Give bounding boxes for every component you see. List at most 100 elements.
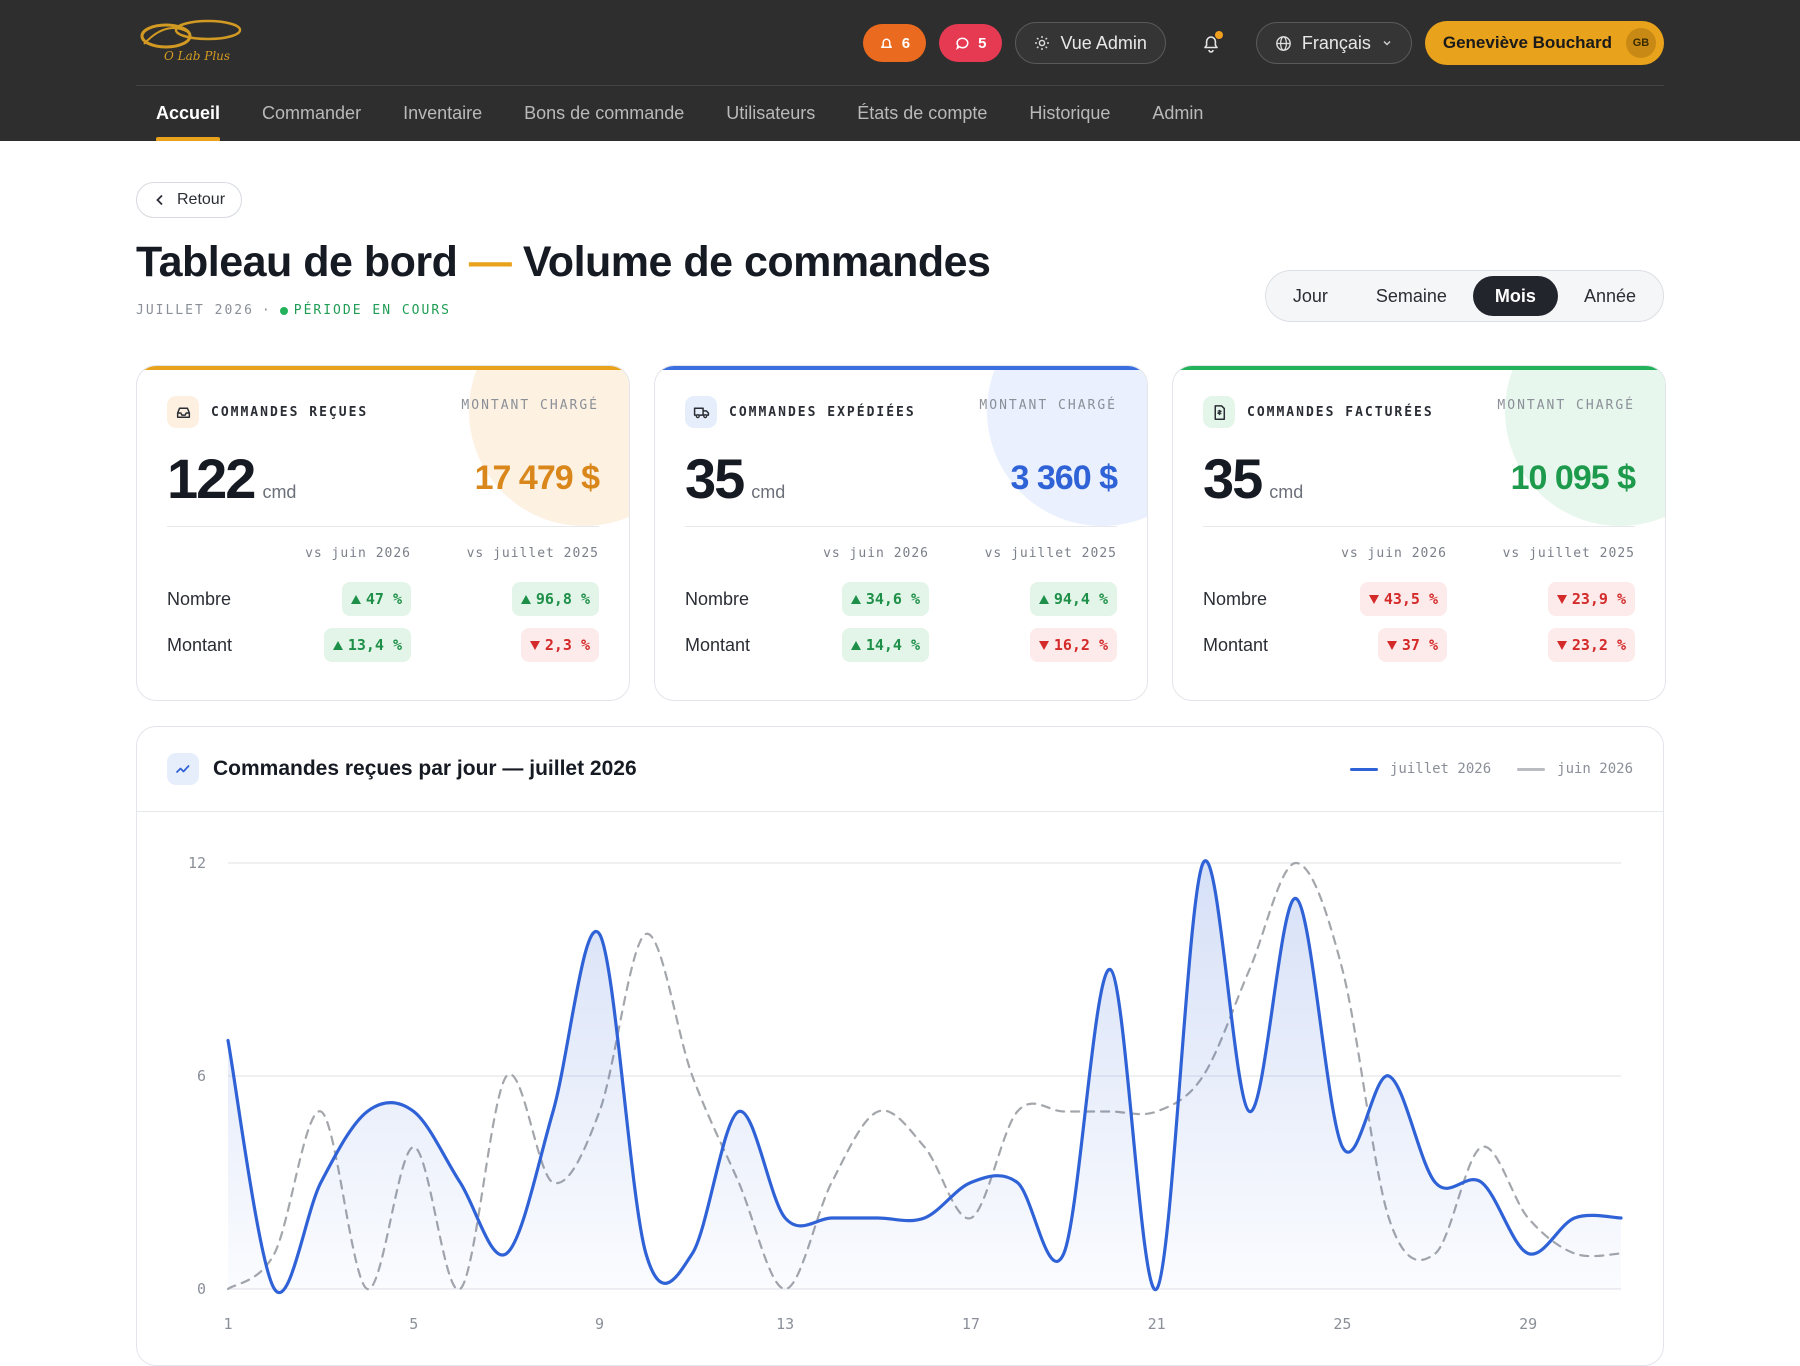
x-tick-label: 29 (1519, 1315, 1537, 1333)
vs-month-value: 47 % (365, 590, 402, 608)
order-count: 35 cmd (1203, 446, 1303, 511)
compare-year-header: vs juillet 2025 (466, 546, 599, 561)
legend-label-previous: juin 2026 (1557, 761, 1633, 777)
vs-year-value: 96,8 % (535, 590, 590, 608)
messages-badge[interactable]: 5 (939, 24, 1003, 62)
arrow-up-icon (520, 594, 531, 604)
data-point-juillet-2026 (828, 1215, 835, 1222)
arrow-up-icon (332, 640, 343, 650)
amount-value: 3 360 $ (1010, 459, 1118, 497)
data-point-juin-2026 (1292, 860, 1299, 867)
data-point-juillet-2026 (317, 1179, 324, 1186)
vs-month-value: 13,4 % (347, 636, 402, 654)
segment-jour[interactable]: Jour (1292, 285, 1328, 306)
alerts-count: 6 (901, 34, 911, 52)
card-glow (987, 366, 1147, 526)
nav-item-bons-de-commande[interactable]: Bons de commande (524, 103, 685, 123)
card-accent-line (1173, 366, 1665, 370)
trend-icon (167, 753, 199, 785)
data-point-juillet-2026 (689, 1250, 696, 1257)
period-line: JUILLET 2026 · PÉRIODE EN COURS (136, 303, 451, 318)
compare-year-header: vs juillet 2025 (1502, 546, 1635, 561)
data-point-juin-2026 (921, 1144, 928, 1151)
logo-text: O Lab Plus (164, 49, 230, 63)
compare-month-header: vs juin 2026 (823, 546, 929, 561)
segment-annee[interactable]: Année (1583, 285, 1636, 306)
data-point-juillet-2026 (1153, 1286, 1160, 1293)
legend-label-current: juillet 2026 (1389, 761, 1492, 777)
card-divider (1203, 526, 1635, 527)
card-divider (685, 526, 1117, 527)
chevron-down-icon (1383, 40, 1391, 46)
nav-item-historique[interactable]: Historique (1029, 103, 1111, 123)
title-rest: Volume de commandes (522, 238, 991, 286)
legend-swatch-previous (1517, 767, 1546, 771)
compare-month-header: vs juin 2026 (305, 546, 411, 561)
data-point-juillet-2026 (271, 1286, 278, 1293)
admin-view-button[interactable]: Vue Admin (1015, 22, 1166, 64)
nav-item-etats-de-compte[interactable]: États de compte (857, 103, 988, 123)
row-label-0: Nombre (685, 589, 750, 609)
vs-year-decrease-chip: 2,3 % (520, 628, 599, 662)
nav-item-admin[interactable]: Admin (1152, 103, 1204, 123)
brand-logo[interactable]: O Lab Plus (136, 16, 246, 68)
series-line-juillet-2026 (226, 859, 1623, 1294)
vs-year-decrease-chip: 23,9 % (1547, 582, 1635, 616)
card-title: COMMANDES EXPÉDIÉES (729, 404, 916, 420)
status-badge: PÉRIODE EN COURS (279, 303, 451, 318)
legend-item-current[interactable]: juillet 2026 (1349, 761, 1492, 777)
data-point-juillet-2026 (642, 1250, 649, 1257)
segment-mois[interactable]: Mois (1472, 276, 1558, 316)
messages-count: 5 (978, 34, 987, 52)
vs-month-decrease-chip: 37 % (1377, 628, 1447, 662)
chat-icon (956, 37, 969, 50)
language-select[interactable]: Français (1255, 22, 1412, 64)
alerts-badge[interactable]: 6 (862, 24, 927, 62)
segment-semaine[interactable]: Semaine (1375, 285, 1447, 306)
data-point-juin-2026 (271, 1250, 278, 1257)
data-point-juin-2026 (1014, 1108, 1021, 1115)
data-point-juillet-2026 (596, 931, 603, 938)
y-tick-label: 12 (188, 854, 206, 872)
period-label: JUILLET 2026 (136, 303, 254, 318)
notifications-button[interactable] (1193, 25, 1229, 61)
user-menu-button[interactable]: Geneviève Bouchard GB (1424, 21, 1664, 65)
card-accent-line (137, 366, 629, 370)
nav-item-utilisateurs[interactable]: Utilisateurs (726, 103, 816, 123)
data-point-juillet-2026 (1060, 1250, 1067, 1257)
kpi-card-shipped: COMMANDES EXPÉDIÉES MONTANT CHARGÉ 35 cm… (654, 365, 1148, 701)
row-label-1: Montant (1203, 635, 1269, 655)
user-name: Geneviève Bouchard (1442, 33, 1612, 52)
amount-value: 10 095 $ (1510, 459, 1636, 497)
amount-value: 17 479 $ (474, 459, 600, 497)
arrow-down-icon (1386, 640, 1397, 650)
chart-title: Commandes reçues par jour — juillet 2026 (213, 757, 637, 780)
data-point-juillet-2026 (1014, 1179, 1021, 1186)
legend-swatch-current (1349, 767, 1378, 771)
count-value: 35 (685, 447, 745, 510)
data-point-juillet-2026 (1478, 1179, 1485, 1186)
nav-item-inventaire[interactable]: Inventaire (403, 103, 483, 123)
nav-item-accueil[interactable]: Accueil (156, 86, 221, 141)
inbox-icon (167, 396, 199, 428)
count-unit: cmd (262, 482, 297, 502)
vs-month-increase-chip: 34,6 % (841, 582, 929, 616)
arrow-down-icon (1368, 594, 1379, 604)
vs-year-decrease-chip: 23,2 % (1547, 628, 1635, 662)
status-label: PÉRIODE EN COURS (293, 303, 451, 318)
vs-year-increase-chip: 94,4 % (1029, 582, 1117, 616)
compare-month-header: vs juin 2026 (1341, 546, 1447, 561)
back-button[interactable]: Retour (136, 182, 243, 218)
line-chart: 0 6 12 1 5 9 13 17 21 25 29 (188, 854, 1623, 1333)
chart-card: Commandes reçues par jour — juillet 2026… (136, 726, 1664, 1366)
legend-item-previous[interactable]: juin 2026 (1517, 761, 1633, 777)
top-bar: O Lab Plus 6 5 Vue Admin Français (0, 0, 1800, 141)
vs-year-value: 16,2 % (1053, 636, 1108, 654)
nav-item-commander[interactable]: Commander (262, 103, 362, 123)
order-count: 122 cmd (167, 446, 296, 511)
arrow-down-icon (1038, 640, 1049, 650)
arrow-down-icon (529, 640, 540, 650)
avatar: GB (1626, 28, 1656, 58)
data-point-juillet-2026 (782, 1215, 789, 1222)
data-point-juillet-2026 (410, 1108, 417, 1115)
